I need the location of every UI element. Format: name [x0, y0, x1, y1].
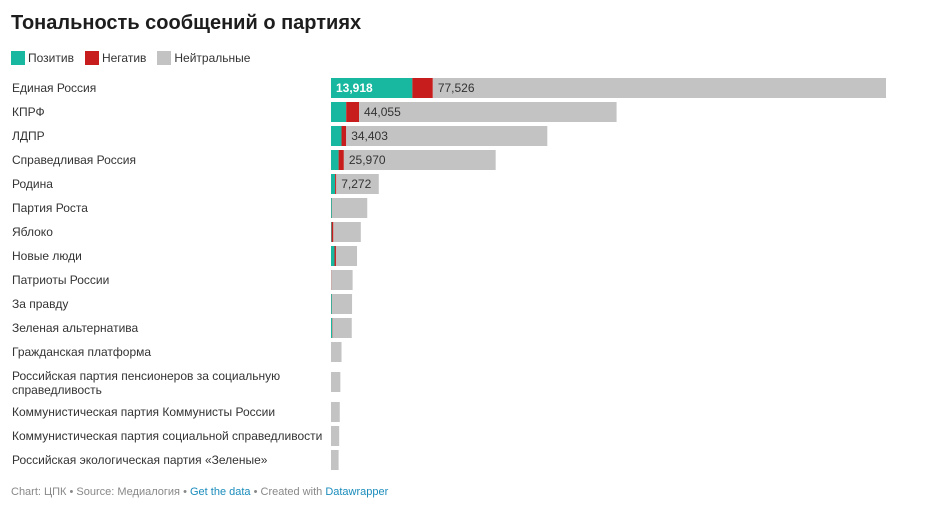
chart-footer: Chart: ЦПК • Source: Медиалогия • Get th…	[11, 486, 388, 498]
category-label: КПРФ	[12, 105, 45, 119]
legend-item-positive: Позитив	[11, 51, 74, 65]
category-label: Партия Роста	[12, 201, 88, 215]
bar-segment-neutral	[333, 222, 361, 242]
bar-segment-positive	[331, 102, 347, 122]
bar-segment-neutral	[331, 342, 342, 362]
bar-segment-negative	[346, 102, 360, 122]
bar-segment-neutral	[331, 372, 341, 392]
bar-segment-neutral	[432, 78, 886, 98]
datawrapper-link[interactable]: Datawrapper	[325, 486, 389, 498]
bar-segment-neutral	[331, 450, 339, 470]
bar-segment-positive	[331, 246, 335, 266]
value-label-neutral: 77,526	[438, 81, 475, 95]
bar-segment-negative	[335, 174, 337, 194]
value-label-neutral: 34,403	[351, 129, 388, 143]
bar-segment-negative	[334, 246, 336, 266]
bar-segment-neutral	[335, 246, 358, 266]
category-label: Яблоко	[12, 225, 53, 239]
footer-credit: Chart: ЦПК • Source: Медиалогия •	[11, 486, 190, 498]
bar-segment-positive	[331, 318, 333, 338]
category-label: Российская партия пенсионеров за социаль…	[12, 369, 280, 397]
category-label: Коммунистическая партия социальной справ…	[12, 429, 322, 443]
value-label-positive: 13,918	[336, 81, 373, 95]
bar-segment-positive	[331, 222, 332, 242]
category-label: ЛДПР	[12, 129, 45, 143]
category-label: Гражданская платформа	[12, 345, 151, 359]
legend-label-positive: Позитив	[28, 51, 74, 65]
bar-chart: Единая Россия 13,918 77,526 КПРФ 44,055 ЛДПР 3…	[12, 78, 886, 470]
bar-segment-positive	[331, 78, 413, 98]
bar-segment-neutral	[331, 270, 353, 290]
value-label-neutral: 25,970	[349, 153, 386, 167]
bar-segment-neutral	[359, 102, 617, 122]
bar-segment-positive	[331, 150, 339, 170]
legend-swatch-negative	[84, 51, 99, 65]
category-label: Коммунистическая партия Коммунисты Росси…	[12, 405, 275, 419]
category-label: Единая Россия	[12, 81, 96, 95]
get-data-link[interactable]: Get the data	[189, 486, 251, 498]
bar-segment-neutral	[331, 402, 340, 422]
footer-created-with: • Created with	[250, 486, 326, 498]
category-label: Родина	[12, 177, 53, 191]
bar-segment-negative	[412, 78, 433, 98]
legend: Позитив Негатив Нейтральные	[11, 50, 261, 66]
legend-item-neutral: Нейтральные	[157, 51, 250, 65]
bar-segment-neutral	[332, 318, 352, 338]
category-label: За правду	[12, 297, 68, 311]
chart-title: Тональность сообщений о партиях	[11, 12, 362, 34]
bar-segment-neutral	[343, 150, 496, 170]
bar-segment-negative	[341, 126, 347, 146]
bar-segment-neutral	[332, 198, 368, 218]
bar-segment-positive	[331, 294, 332, 314]
value-label-neutral: 44,055	[364, 105, 401, 119]
legend-swatch-positive	[11, 51, 25, 65]
bar-segment-neutral	[346, 126, 548, 146]
bar-segment-positive	[331, 174, 336, 194]
legend-item-negative: Негатив	[84, 51, 147, 65]
legend-label-neutral: Нейтральные	[174, 51, 251, 65]
legend-label-negative: Негатив	[101, 51, 147, 65]
category-label: Зеленая альтернатива	[12, 321, 139, 335]
legend-swatch-neutral	[157, 51, 172, 65]
bar-segment-neutral	[336, 174, 379, 194]
bar-segment-positive	[331, 198, 332, 218]
value-label-neutral: 7,272	[341, 177, 371, 191]
bar-segment-negative	[338, 150, 344, 170]
category-label: Справедливая Россия	[12, 153, 136, 167]
bar-segment-positive	[331, 126, 342, 146]
bar-segment-negative	[331, 222, 334, 242]
category-label: Российская экологическая партия «Зеленые…	[12, 453, 268, 467]
bar-segment-neutral	[332, 294, 353, 314]
bar-segment-neutral	[331, 426, 340, 446]
category-label: Патриоты России	[12, 273, 109, 287]
category-label: Новые люди	[12, 249, 82, 263]
